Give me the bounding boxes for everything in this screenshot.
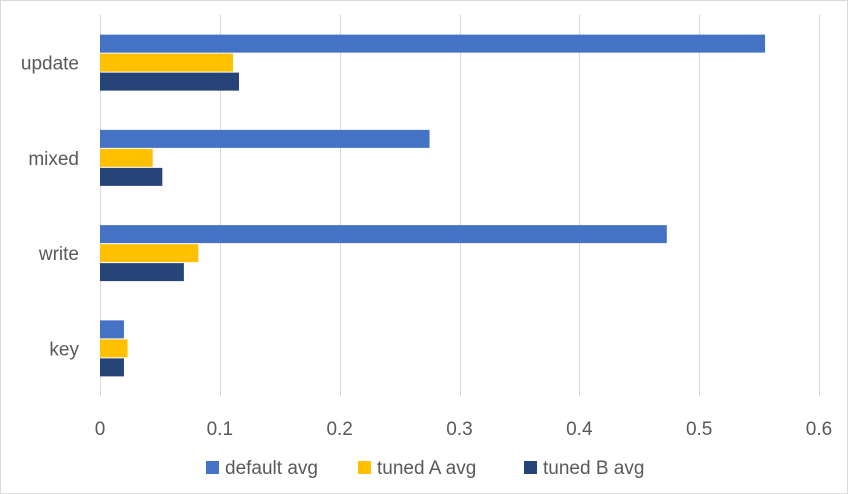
y-tick-label: key [49,339,79,360]
bars [100,34,766,377]
y-axis-labels: key write mixed update [21,54,80,361]
bar-default-avg-update [100,34,766,53]
x-tick-label: 0.3 [446,419,472,440]
bar-tuned-A-avg-key [100,339,128,358]
bar-tuned-A-avg-write [100,244,199,263]
legend-label: tuned A avg [377,458,476,479]
bar-default-avg-key [100,320,124,339]
bar-tuned-B-avg-key [100,358,124,377]
x-tick-label: 0 [95,419,106,440]
x-axis-labels: 0 0.1 0.2 0.3 0.4 0.5 0.6 [95,419,833,440]
x-tick-label: 0.5 [686,419,712,440]
y-tick-label: update [21,54,79,75]
x-tick-label: 0.2 [326,419,352,440]
legend-swatch [524,461,537,474]
bar-tuned-B-avg-mixed [100,167,163,186]
y-tick-label: mixed [28,149,79,170]
bar-default-avg-write [100,225,667,244]
bar-default-avg-mixed [100,129,430,148]
x-tick-label: 0.1 [207,419,233,440]
y-tick-label: write [38,244,79,265]
bar-tuned-A-avg-mixed [100,148,153,167]
legend-label: tuned B avg [543,458,644,479]
bar-tuned-B-avg-write [100,263,184,282]
legend-swatch [206,461,219,474]
bar-tuned-B-avg-update [100,72,240,91]
legend: default avg tuned A avg tuned B avg [206,458,644,479]
legend-label: default avg [225,458,318,479]
x-tick-label: 0.6 [806,419,832,440]
x-tick-label: 0.4 [566,419,593,440]
gridlines [100,15,820,396]
legend-swatch [358,461,371,474]
bar-tuned-A-avg-update [100,53,234,72]
